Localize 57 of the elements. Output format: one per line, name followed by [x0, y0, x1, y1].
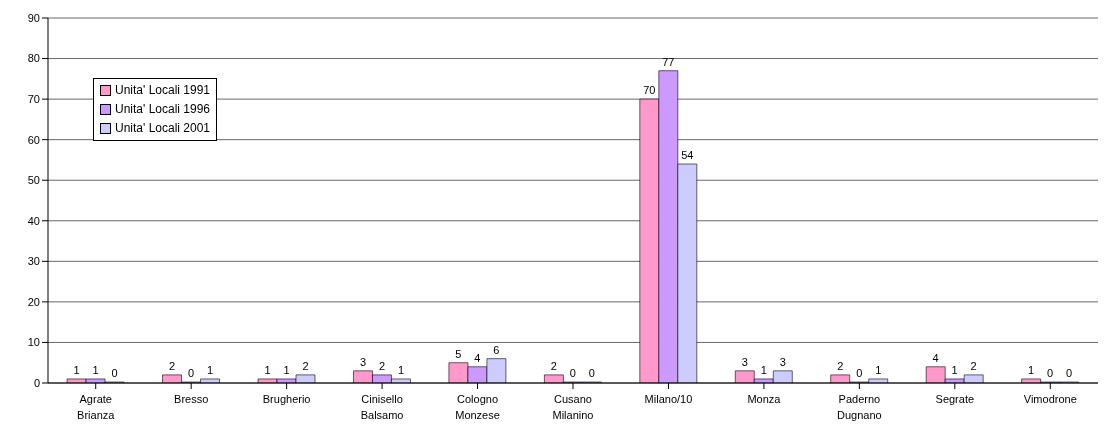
- x-tick-label: Cologno Monzese: [455, 393, 500, 421]
- data-label: 1: [1028, 363, 1035, 376]
- data-label: 3: [741, 355, 748, 368]
- data-label: 6: [493, 343, 500, 356]
- data-label: 2: [168, 359, 176, 372]
- data-label: 4: [474, 351, 481, 364]
- data-label: 0: [588, 367, 595, 379]
- data-label: 3: [359, 355, 367, 368]
- data-label: 1: [264, 363, 271, 376]
- data-label: 2: [378, 359, 386, 372]
- data-label: 54: [681, 149, 694, 161]
- x-tick-label: Paderno Dugnano: [837, 393, 882, 421]
- legend-label: Unita' Locali 1996: [115, 101, 211, 118]
- data-label: 0: [1066, 367, 1073, 379]
- y-tick-label: 90: [27, 11, 40, 24]
- data-label: 0: [569, 367, 576, 379]
- x-tick-label: Agrate Brianza: [77, 393, 116, 421]
- data-label: 4: [932, 351, 939, 364]
- data-label: 1: [951, 363, 958, 376]
- y-tick-label: 20: [27, 295, 40, 308]
- data-label: 1: [73, 363, 80, 376]
- data-label: 5: [455, 347, 462, 360]
- x-tick-label: Monza: [747, 393, 782, 405]
- data-label: 0: [187, 367, 195, 379]
- data-label: 1: [397, 363, 405, 376]
- x-tick-label: Brugherio: [262, 393, 311, 405]
- data-label: 0: [111, 367, 118, 379]
- data-label: 3: [779, 355, 786, 368]
- data-label: 1: [760, 363, 767, 376]
- y-tick-label: 50: [27, 174, 40, 187]
- x-tick-label: Vimodrone: [1023, 393, 1077, 405]
- data-label: 2: [302, 359, 309, 372]
- data-label: 77: [662, 55, 675, 68]
- y-tick-label: 80: [27, 52, 40, 65]
- y-tick-label: 70: [27, 93, 40, 106]
- data-label: 2: [550, 359, 557, 372]
- x-tick-label: Milano/10: [644, 393, 693, 405]
- y-tick-label: 60: [27, 133, 40, 146]
- legend-label: Unita' Locali 2001: [115, 120, 211, 137]
- legend-label: Unita' Locali 1991: [115, 82, 211, 99]
- data-label: 1: [92, 363, 99, 376]
- x-tick-label: Cusano Milanino: [552, 393, 594, 421]
- y-tick-label: 0: [33, 376, 40, 389]
- x-tick-label: Segrate: [935, 393, 975, 405]
- y-tick-label: 40: [27, 214, 40, 227]
- data-label: 1: [875, 363, 882, 376]
- data-label: 2: [837, 359, 844, 372]
- data-label: 70: [643, 84, 656, 97]
- x-tick-label: Cinisello Balsamo: [360, 393, 404, 421]
- data-label: 1: [206, 363, 214, 376]
- data-label: 0: [856, 367, 863, 379]
- y-tick-label: 30: [27, 255, 40, 268]
- data-label: 2: [970, 359, 977, 372]
- x-tick-label: Bresso: [174, 393, 209, 405]
- data-label: 1: [283, 363, 290, 376]
- data-label: 0: [1047, 367, 1054, 379]
- y-tick-label: 10: [27, 336, 40, 349]
